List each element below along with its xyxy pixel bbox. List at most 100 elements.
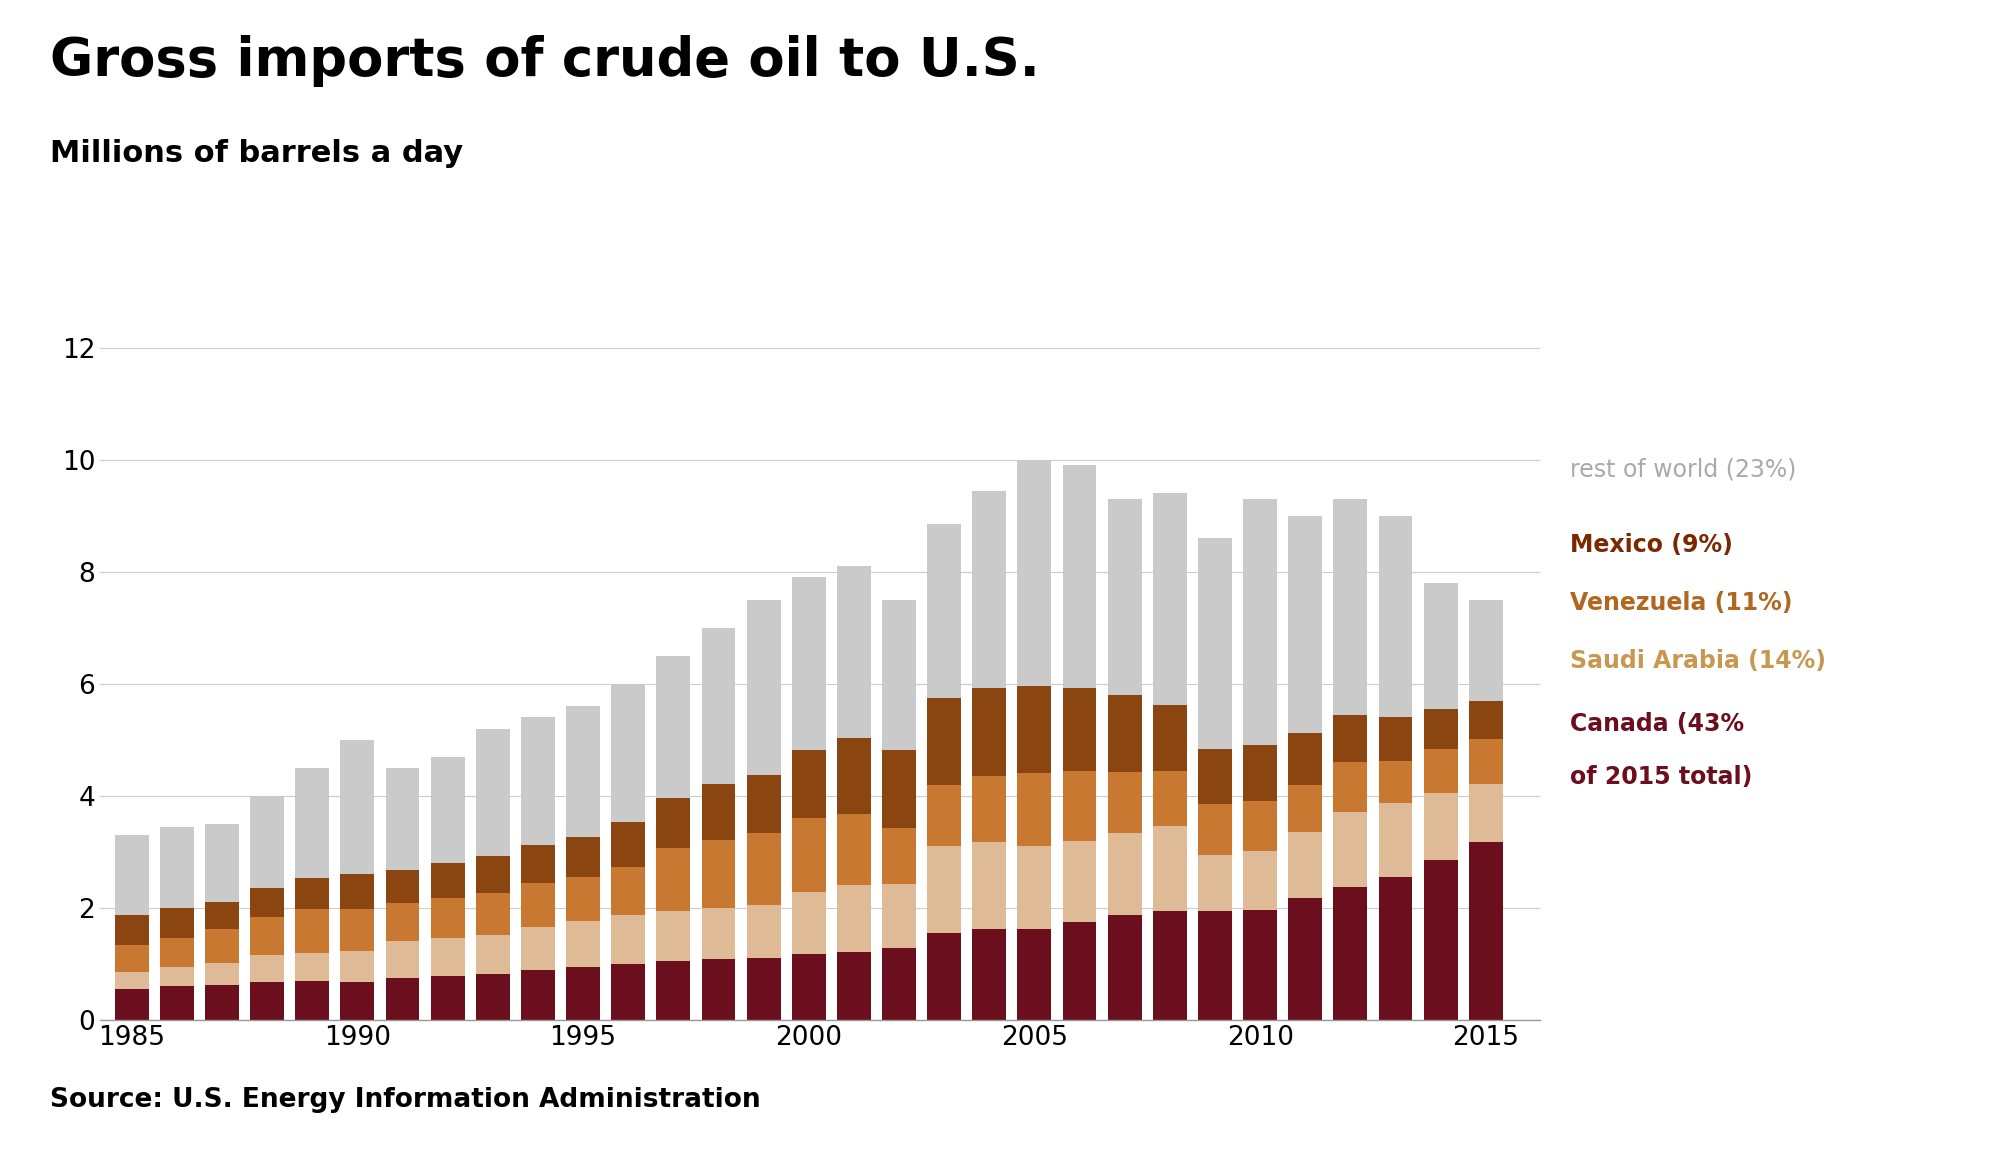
Bar [160,967,194,986]
Bar [1244,498,1278,745]
Bar [386,768,420,869]
Bar [476,857,510,892]
Bar [836,814,870,885]
Bar [928,933,962,1020]
Bar [1288,898,1322,1020]
Bar [1378,803,1412,877]
Bar [836,952,870,1020]
Bar [746,958,780,1020]
Bar [612,822,646,867]
Bar [792,577,826,750]
Bar [656,911,690,961]
Bar [296,981,330,1020]
Bar [204,985,238,1020]
Bar [1198,538,1232,750]
Bar [160,826,194,909]
Bar [1424,583,1458,709]
Bar [702,783,736,839]
Bar [702,907,736,960]
Bar [882,600,916,751]
Bar [1018,773,1052,846]
Bar [882,884,916,948]
Bar [386,869,420,903]
Bar [340,909,374,952]
Bar [746,905,780,958]
Bar [520,845,554,883]
Text: Canada (43%: Canada (43% [1570,713,1744,736]
Bar [340,739,374,874]
Bar [114,946,148,972]
Bar [204,824,238,902]
Bar [746,600,780,774]
Bar [612,914,646,964]
Bar [746,833,780,905]
Bar [656,848,690,911]
Bar [250,955,284,982]
Bar [1062,921,1096,1020]
Bar [566,967,600,1020]
Bar [160,909,194,938]
Bar [296,879,330,909]
Bar [476,974,510,1020]
Bar [1244,851,1278,910]
Bar [612,867,646,914]
Bar [1244,802,1278,851]
Bar [1334,887,1368,1020]
Bar [1288,785,1322,832]
Bar [476,729,510,857]
Bar [1468,738,1502,783]
Bar [566,837,600,877]
Bar [1244,910,1278,1020]
Bar [1244,745,1278,802]
Bar [1062,840,1096,921]
Bar [204,963,238,985]
Bar [612,964,646,1020]
Bar [250,982,284,1020]
Bar [792,818,826,892]
Text: Source: U.S. Energy Information Administration: Source: U.S. Energy Information Administ… [50,1087,760,1113]
Bar [1198,854,1232,911]
Bar [928,698,962,785]
Bar [1062,687,1096,771]
Bar [476,892,510,935]
Bar [204,930,238,963]
Bar [1288,516,1322,734]
Text: Mexico (9%): Mexico (9%) [1570,533,1732,556]
Bar [250,917,284,955]
Bar [1378,516,1412,717]
Bar [702,960,736,1020]
Text: Venezuela (11%): Venezuela (11%) [1570,591,1792,614]
Bar [1288,734,1322,785]
Bar [656,797,690,848]
Bar [1468,843,1502,1020]
Bar [1378,717,1412,761]
Bar [566,706,600,837]
Bar [792,750,826,818]
Bar [114,989,148,1020]
Bar [702,628,736,783]
Bar [1062,465,1096,687]
Bar [702,839,736,907]
Bar [340,952,374,982]
Bar [1288,832,1322,898]
Bar [1152,771,1186,825]
Bar [1018,846,1052,928]
Bar [566,877,600,920]
Bar [746,774,780,833]
Bar [612,684,646,822]
Bar [656,961,690,1020]
Bar [1334,763,1368,811]
Bar [340,874,374,909]
Bar [882,948,916,1020]
Bar [972,930,1006,1020]
Bar [792,954,826,1020]
Bar [1334,715,1368,763]
Bar [1198,750,1232,804]
Bar [972,843,1006,930]
Text: Gross imports of crude oil to U.S.: Gross imports of crude oil to U.S. [50,35,1040,87]
Bar [972,490,1006,687]
Bar [1378,761,1412,803]
Bar [1424,860,1458,1020]
Bar [972,687,1006,777]
Bar [1108,916,1142,1020]
